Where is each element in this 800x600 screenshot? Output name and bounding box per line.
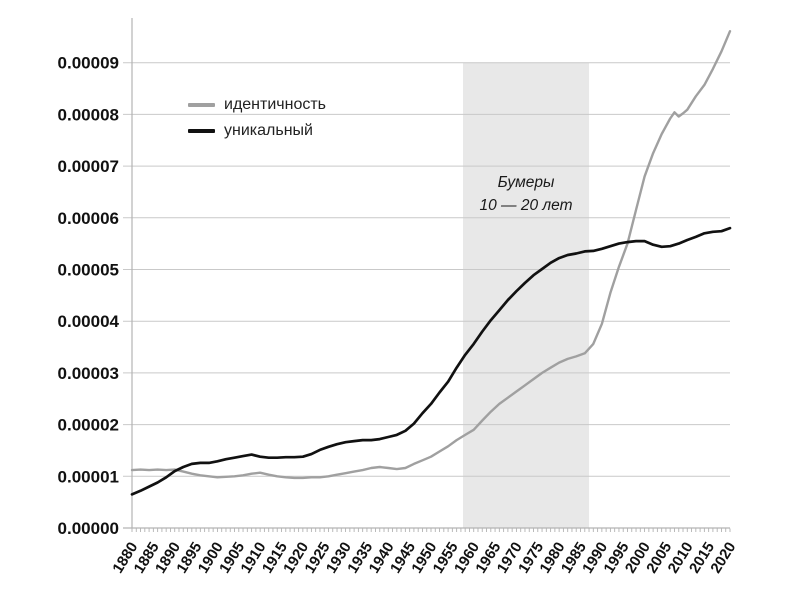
y-tick-label: 0.00006 xyxy=(58,209,119,228)
y-tick-label: 0.00002 xyxy=(58,416,119,435)
legend: идентичность уникальный xyxy=(188,94,326,142)
band-annotation: Бумеры 10 — 20 лет xyxy=(426,171,626,217)
legend-item-unique: уникальный xyxy=(188,120,326,142)
y-tick-label: 0.00008 xyxy=(58,105,119,124)
y-tick-label: 0.00000 xyxy=(58,519,119,538)
y-tick-label: 0.00005 xyxy=(58,261,119,280)
legend-label-unique: уникальный xyxy=(224,122,313,139)
y-tick-label: 0.00004 xyxy=(58,312,120,331)
highlight-band xyxy=(463,62,590,528)
y-tick-label: 0.00003 xyxy=(58,364,119,383)
unique-line-swatch xyxy=(188,129,215,133)
identity-series-line xyxy=(130,30,732,480)
y-tick-label: 0.00009 xyxy=(58,54,119,73)
unique-series-line xyxy=(130,226,732,496)
identity-line-swatch xyxy=(188,103,215,107)
y-tick-label: 0.00001 xyxy=(58,467,119,486)
band-annotation-line2: 10 — 20 лет xyxy=(479,197,573,214)
legend-label-identity: идентичность xyxy=(224,96,327,113)
y-tick-label: 0.00007 xyxy=(58,157,119,176)
band-annotation-line1: Бумеры xyxy=(497,174,555,191)
legend-item-identity: идентичность xyxy=(188,94,326,116)
